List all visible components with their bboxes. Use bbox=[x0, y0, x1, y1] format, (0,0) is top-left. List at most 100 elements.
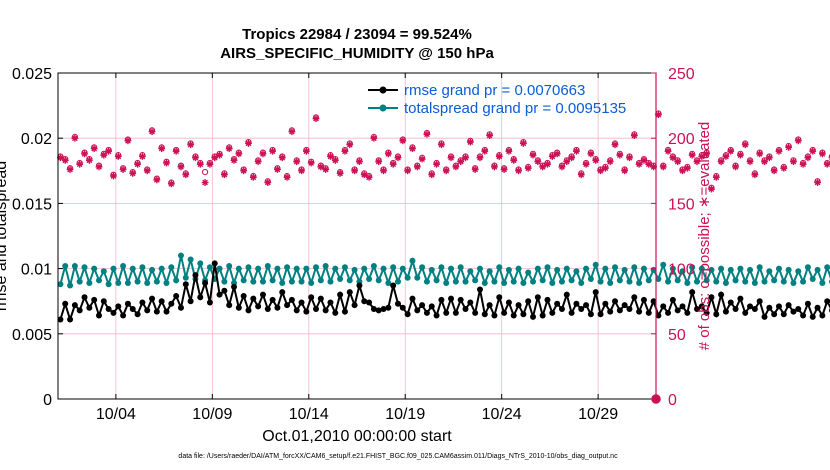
rmse-point bbox=[597, 311, 604, 318]
rmse-point bbox=[182, 281, 189, 288]
obs-possible-point bbox=[520, 139, 527, 146]
totalspread-point bbox=[452, 278, 459, 285]
rmse-point bbox=[491, 312, 498, 319]
rmse-point bbox=[756, 298, 763, 305]
obs-possible-point bbox=[206, 159, 214, 167]
obs-possible-point bbox=[515, 166, 522, 173]
obs-possible-point bbox=[226, 144, 233, 151]
totalspread-point bbox=[505, 266, 512, 273]
obs-evaluated-point bbox=[211, 154, 219, 162]
obs-possible-point bbox=[669, 153, 676, 160]
totalspread-point bbox=[785, 266, 792, 273]
rmse-point bbox=[259, 291, 266, 298]
obs-possible-point bbox=[804, 153, 812, 160]
totalspread-point bbox=[298, 278, 305, 285]
obs-possible-point bbox=[177, 162, 185, 169]
totalspread-point bbox=[235, 265, 242, 272]
totalspread-point bbox=[679, 268, 686, 275]
rmse-point bbox=[713, 311, 720, 318]
totalspread-point bbox=[693, 278, 700, 285]
totalspread-point bbox=[259, 278, 266, 285]
obs-possible-point bbox=[679, 166, 686, 173]
obs-possible-point bbox=[491, 162, 498, 169]
obs-evaluated-point bbox=[635, 160, 643, 168]
totalspread-point bbox=[732, 277, 739, 284]
totalspread-point bbox=[332, 265, 339, 272]
obs-possible-point bbox=[443, 166, 450, 173]
rmse-point bbox=[718, 291, 725, 298]
rmse-point bbox=[655, 312, 662, 319]
totalspread-point bbox=[558, 278, 565, 285]
obs-possible-point bbox=[790, 157, 797, 164]
rmse-point bbox=[394, 300, 401, 307]
obs-evaluated-point bbox=[804, 154, 812, 162]
totalspread-point bbox=[486, 268, 493, 275]
rmse-point bbox=[264, 306, 271, 313]
rmse-point bbox=[221, 287, 228, 294]
totalspread-point bbox=[163, 279, 170, 286]
rmse-point bbox=[284, 302, 291, 309]
rmse-point bbox=[390, 282, 397, 289]
totalspread-point bbox=[689, 264, 696, 271]
rmse-point bbox=[288, 296, 295, 303]
rmse-point bbox=[366, 299, 373, 306]
legend-spread-label: totalspread grand pr = 0.0095135 bbox=[404, 100, 626, 117]
totalspread-point bbox=[327, 278, 334, 285]
obs-possible-point bbox=[664, 146, 672, 154]
rmse-point bbox=[814, 304, 821, 311]
rmse-point bbox=[433, 312, 440, 319]
totalspread-point bbox=[269, 277, 276, 284]
rmse-point bbox=[322, 307, 329, 314]
obs-possible-point bbox=[115, 152, 122, 159]
y-left-tick-label: 0.01 bbox=[21, 262, 52, 279]
obs-possible-point bbox=[288, 127, 295, 134]
legend: rmse grand pr = 0.0070663 totalspread gr… bbox=[368, 82, 626, 117]
x-tick-label: 10/29 bbox=[578, 406, 618, 423]
totalspread-point bbox=[322, 262, 329, 269]
totalspread-point bbox=[645, 277, 652, 284]
rmse-point bbox=[211, 260, 218, 267]
totalspread-point bbox=[423, 278, 430, 285]
totalspread-point bbox=[182, 274, 189, 281]
totalspread-point bbox=[780, 278, 787, 285]
y-axis-left-label: rmse and totalspread bbox=[0, 161, 10, 311]
totalspread-point bbox=[139, 264, 146, 271]
y-right-tick-label: 0 bbox=[668, 392, 677, 409]
obs-possible-point bbox=[279, 153, 286, 160]
y-right-tick-label: 200 bbox=[668, 131, 695, 148]
obs-possible-point bbox=[201, 169, 209, 176]
obs-possible-point bbox=[505, 146, 513, 154]
obs-possible-point bbox=[144, 166, 151, 173]
rmse-point bbox=[501, 309, 508, 316]
rmse-point bbox=[414, 307, 421, 314]
totalspread-point bbox=[510, 278, 517, 285]
obs-possible-point bbox=[587, 149, 594, 156]
rmse-point bbox=[515, 302, 522, 309]
obs-possible-point bbox=[365, 172, 373, 180]
obs-possible-point bbox=[621, 166, 628, 173]
obs-possible-point bbox=[419, 154, 426, 161]
rmse-point bbox=[274, 304, 281, 311]
obs-possible-point bbox=[100, 150, 107, 157]
rmse-point bbox=[317, 295, 324, 302]
obs-possible-point bbox=[163, 158, 170, 165]
rmse-point bbox=[558, 306, 565, 313]
rmse-point bbox=[761, 313, 768, 320]
rmse-point bbox=[568, 309, 575, 316]
obs-possible-point bbox=[467, 137, 474, 144]
totalspread-point bbox=[742, 278, 749, 285]
legend-spread-marker bbox=[379, 104, 387, 112]
totalspread-point bbox=[168, 264, 175, 271]
totalspread-point bbox=[554, 266, 561, 273]
x-tick-label: 10/19 bbox=[385, 406, 425, 423]
totalspread-point bbox=[568, 277, 575, 284]
rmse-point bbox=[206, 299, 213, 306]
rmse-point bbox=[173, 292, 180, 299]
totalspread-point bbox=[756, 264, 763, 271]
rmse-point bbox=[665, 309, 672, 316]
totalspread-point bbox=[341, 264, 348, 271]
rmse-point bbox=[795, 306, 802, 313]
totalspread-point bbox=[727, 266, 734, 273]
obs-possible-point bbox=[312, 114, 320, 121]
obs-possible-point bbox=[718, 157, 725, 164]
